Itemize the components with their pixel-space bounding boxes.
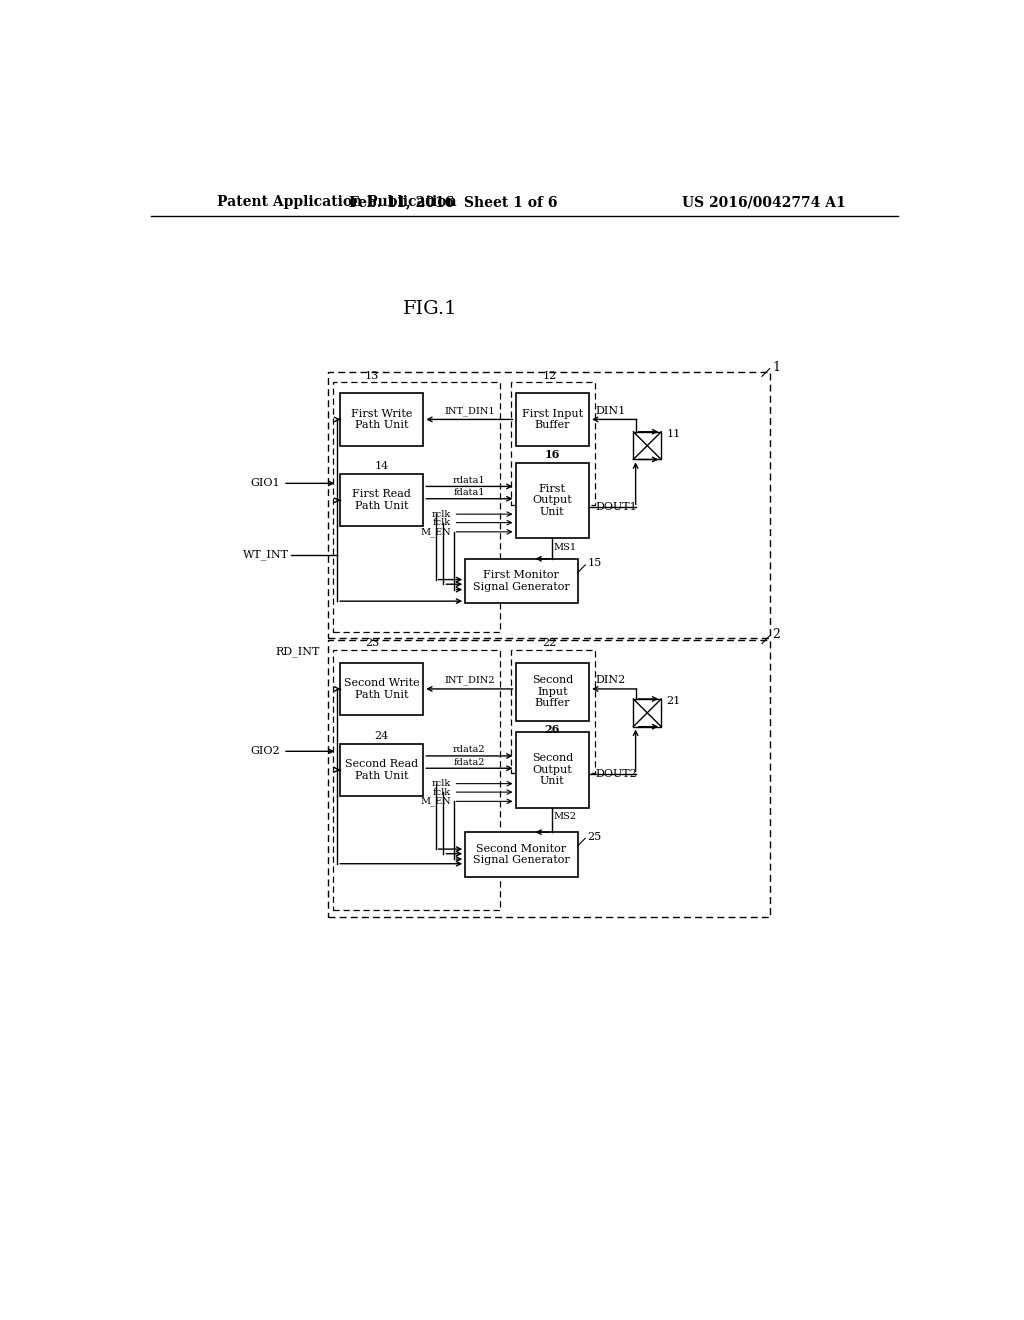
Text: fdata1: fdata1 (454, 488, 485, 498)
Text: 14: 14 (375, 462, 389, 471)
Text: fdata2: fdata2 (454, 758, 485, 767)
Text: 2: 2 (772, 628, 780, 640)
Text: RD_INT: RD_INT (275, 645, 321, 656)
Text: First Monitor
Signal Generator: First Monitor Signal Generator (473, 570, 569, 591)
Bar (328, 372, 770, 638)
Text: Second
Output
Unit: Second Output Unit (531, 754, 573, 787)
Text: DOUT2: DOUT2 (595, 770, 637, 779)
Bar (515, 733, 589, 808)
Text: 1: 1 (772, 360, 780, 374)
Bar (511, 381, 595, 506)
Bar (515, 393, 589, 446)
Text: INT_DIN2: INT_DIN2 (444, 676, 495, 685)
Bar (340, 393, 423, 446)
Text: rdata1: rdata1 (453, 475, 485, 484)
Text: First
Output
Unit: First Output Unit (532, 483, 572, 517)
Bar (334, 381, 500, 632)
Text: First Read
Path Unit: First Read Path Unit (352, 490, 412, 511)
Text: First Write
Path Unit: First Write Path Unit (351, 409, 413, 430)
Text: Feb. 11, 2016  Sheet 1 of 6: Feb. 11, 2016 Sheet 1 of 6 (349, 195, 558, 210)
Bar (465, 832, 578, 876)
Text: M_EN: M_EN (421, 527, 452, 537)
Text: 12: 12 (543, 371, 557, 380)
Text: rdata2: rdata2 (453, 746, 485, 754)
Text: FIG.1: FIG.1 (403, 300, 458, 318)
Text: MS2: MS2 (554, 812, 577, 821)
Text: INT_DIN1: INT_DIN1 (444, 407, 495, 416)
Text: WT_INT: WT_INT (244, 549, 289, 560)
Text: GIO2: GIO2 (250, 746, 280, 756)
Bar (340, 663, 423, 715)
Text: GIO1: GIO1 (250, 478, 280, 488)
Bar (465, 558, 578, 603)
Bar (328, 640, 770, 917)
Bar (515, 663, 589, 721)
Text: 21: 21 (667, 696, 681, 706)
Text: fclk: fclk (433, 519, 452, 527)
Text: 22: 22 (543, 639, 557, 648)
Text: 15: 15 (588, 558, 602, 569)
Text: MS1: MS1 (554, 543, 577, 552)
Bar (340, 474, 423, 527)
Text: 24: 24 (375, 731, 389, 741)
Text: rclk: rclk (432, 779, 452, 788)
Bar (511, 649, 595, 774)
Text: DIN2: DIN2 (595, 676, 626, 685)
Text: Patent Application Publication: Patent Application Publication (217, 195, 457, 210)
Text: First Input
Buffer: First Input Buffer (522, 409, 583, 430)
Text: 26: 26 (545, 725, 560, 735)
Text: Second Read
Path Unit: Second Read Path Unit (345, 759, 419, 780)
Bar (633, 700, 662, 726)
Bar (340, 743, 423, 796)
Bar (515, 462, 589, 539)
Text: DOUT1: DOUT1 (595, 502, 637, 512)
Text: 23: 23 (365, 639, 379, 648)
Text: DIN1: DIN1 (595, 407, 626, 416)
Text: Second
Input
Buffer: Second Input Buffer (531, 675, 573, 709)
Text: Second Write
Path Unit: Second Write Path Unit (344, 678, 420, 700)
Text: 25: 25 (588, 832, 602, 842)
Text: rclk: rclk (432, 510, 452, 519)
Text: 13: 13 (365, 371, 379, 380)
Bar (334, 649, 500, 909)
Text: 16: 16 (545, 449, 560, 461)
Text: 11: 11 (667, 429, 681, 440)
Bar (633, 432, 662, 459)
Text: Second Monitor
Signal Generator: Second Monitor Signal Generator (473, 843, 569, 866)
Text: M_EN: M_EN (421, 796, 452, 807)
Text: fclk: fclk (433, 788, 452, 796)
Text: US 2016/0042774 A1: US 2016/0042774 A1 (682, 195, 846, 210)
